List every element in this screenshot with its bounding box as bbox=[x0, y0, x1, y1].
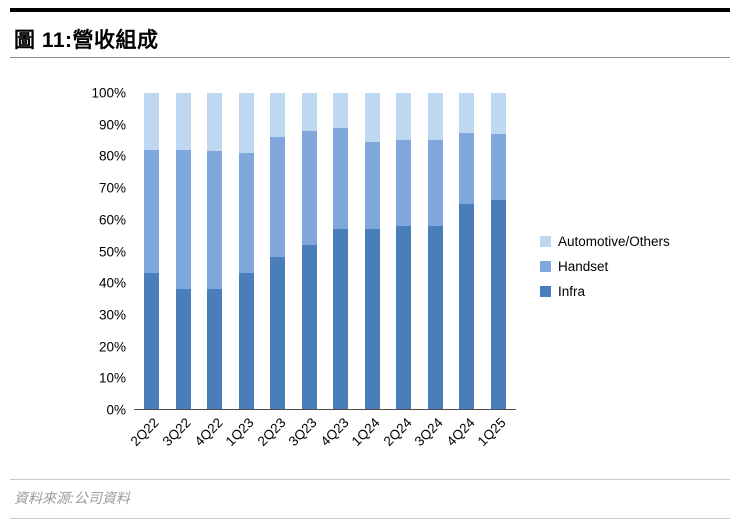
x-tick-label: 1Q24 bbox=[348, 415, 383, 449]
segment-infra bbox=[459, 203, 475, 409]
segment-automotive-others bbox=[459, 93, 475, 133]
x-tick-label: 2Q22 bbox=[128, 415, 163, 449]
segment-infra bbox=[301, 244, 317, 409]
segment-infra bbox=[490, 200, 506, 409]
y-tick-label: 60% bbox=[98, 212, 126, 228]
x-tick-label: 3Q22 bbox=[159, 415, 194, 449]
x-tick-label: 4Q22 bbox=[191, 415, 226, 449]
segment-handset bbox=[270, 137, 286, 258]
y-tick-label: 70% bbox=[98, 180, 126, 196]
segment-automotive-others bbox=[427, 93, 443, 141]
legend-item-infra: Infra bbox=[540, 284, 670, 299]
x-tick-label: 3Q24 bbox=[411, 415, 446, 449]
segment-handset bbox=[301, 130, 317, 245]
y-tick-label: 50% bbox=[98, 244, 126, 259]
y-tick-label: 30% bbox=[98, 307, 126, 323]
legend-swatch-icon bbox=[540, 261, 551, 272]
bar-1q24: 1Q24 bbox=[349, 93, 383, 449]
bar-2q23: 2Q23 bbox=[254, 93, 288, 449]
x-tick-label: 4Q23 bbox=[317, 415, 352, 449]
segment-infra bbox=[364, 228, 380, 409]
segment-automotive-others bbox=[175, 93, 191, 150]
bar-3q23: 3Q23 bbox=[286, 93, 320, 449]
y-tick-label: 100% bbox=[91, 85, 126, 101]
bar-1q25: 1Q25 bbox=[475, 93, 509, 449]
segment-infra bbox=[427, 225, 443, 409]
segment-automotive-others bbox=[270, 93, 286, 138]
bar-2q22: 2Q22 bbox=[128, 93, 162, 449]
bar-1q23: 1Q23 bbox=[223, 93, 257, 449]
segment-automotive-others bbox=[207, 93, 223, 152]
footer-bottom-rule bbox=[10, 518, 730, 519]
segment-infra bbox=[396, 225, 412, 409]
chart-legend: Automotive/Others Handset Infra bbox=[540, 234, 670, 299]
y-axis: 0% 10% 20% 30% 40% 50% 60% 70% 80% 90% 100% bbox=[60, 86, 126, 418]
segment-handset bbox=[144, 149, 159, 274]
segment-automotive-others bbox=[301, 93, 317, 131]
y-tick-label: 90% bbox=[98, 117, 126, 133]
x-tick-label: 2Q24 bbox=[380, 415, 415, 449]
x-tick-label: 1Q23 bbox=[222, 415, 257, 449]
x-tick-label: 4Q24 bbox=[443, 415, 478, 449]
segment-automotive-others bbox=[333, 93, 349, 128]
segment-handset bbox=[459, 132, 475, 204]
segment-infra bbox=[333, 228, 349, 409]
bar-4q24: 4Q24 bbox=[443, 93, 477, 449]
segment-automotive-others bbox=[144, 93, 159, 150]
legend-item-automotive-others: Automotive/Others bbox=[540, 234, 670, 249]
segment-infra bbox=[144, 273, 159, 409]
x-tick-label: 2Q23 bbox=[254, 415, 289, 449]
legend-label: Handset bbox=[558, 259, 609, 274]
bar-4q22: 4Q22 bbox=[191, 93, 225, 449]
segment-infra bbox=[175, 288, 191, 409]
segment-handset bbox=[364, 142, 380, 229]
bar-3q24: 3Q24 bbox=[412, 93, 446, 449]
y-tick-label: 10% bbox=[98, 370, 126, 386]
y-tick-label: 40% bbox=[98, 275, 126, 291]
x-tick-label: 3Q23 bbox=[285, 415, 320, 449]
bar-2q24: 2Q24 bbox=[380, 93, 414, 449]
legend-swatch-icon bbox=[540, 236, 551, 247]
segment-handset bbox=[175, 149, 191, 289]
segment-automotive-others bbox=[490, 93, 506, 135]
segment-infra bbox=[270, 257, 286, 409]
x-tick-label: 1Q25 bbox=[474, 415, 509, 449]
segment-handset bbox=[207, 151, 223, 289]
source-note: 資料來源:公司資料 bbox=[14, 490, 130, 506]
y-tick-label: 80% bbox=[98, 148, 126, 164]
segment-automotive-others bbox=[396, 93, 412, 141]
legend-item-handset: Handset bbox=[540, 259, 670, 274]
segment-automotive-others bbox=[364, 93, 380, 142]
legend-swatch-icon bbox=[540, 286, 551, 297]
revenue-composition-chart: 2Q22 3Q22 4Q22 1Q23 2Q23 3Q23 4Q23 1Q24 2Q24 3Q24… bbox=[128, 93, 516, 449]
segment-handset bbox=[490, 134, 506, 201]
y-tick-label: 20% bbox=[98, 339, 126, 355]
title-bottom-rule bbox=[10, 57, 730, 58]
bar-3q22: 3Q22 bbox=[160, 93, 194, 449]
segment-infra bbox=[207, 288, 223, 409]
segment-handset bbox=[333, 127, 349, 229]
title-top-rule bbox=[10, 8, 730, 12]
legend-label: Automotive/Others bbox=[558, 234, 670, 249]
segment-handset bbox=[396, 140, 412, 226]
footer-top-rule bbox=[10, 479, 730, 480]
segment-handset bbox=[238, 153, 254, 274]
figure-title: 圖 11:營收組成 bbox=[14, 29, 159, 52]
segment-handset bbox=[427, 140, 443, 226]
legend-label: Infra bbox=[558, 284, 586, 299]
bar-4q23: 4Q23 bbox=[317, 93, 351, 449]
y-tick-label: 0% bbox=[106, 402, 126, 418]
segment-automotive-others bbox=[238, 93, 254, 154]
segment-infra bbox=[238, 273, 254, 409]
